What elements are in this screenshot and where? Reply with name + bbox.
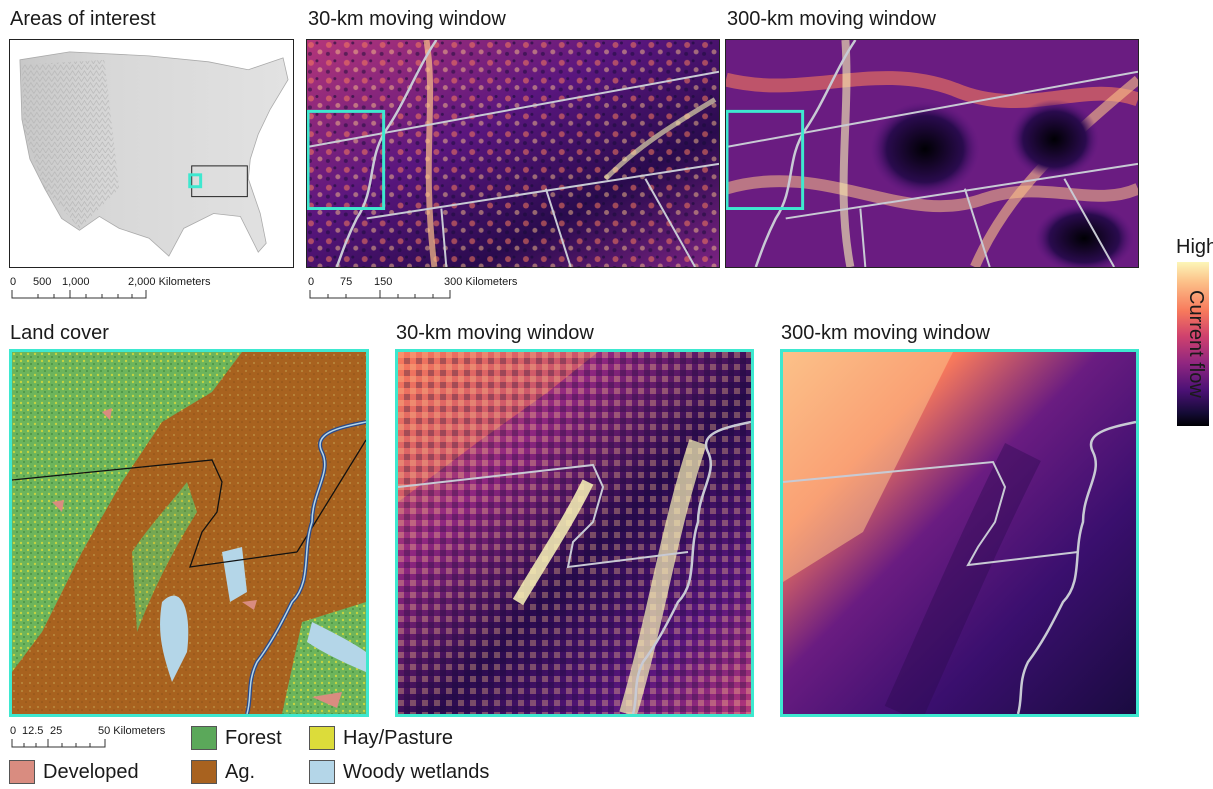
- scale-tick-label: 0: [10, 725, 17, 737]
- scale-tick-label: 2,000 Kilometers: [128, 276, 211, 288]
- scale-tick-label: 75: [340, 276, 353, 288]
- developed-swatch: [9, 760, 35, 784]
- regional-extent-box: [191, 165, 248, 198]
- legend-label: Ag.: [225, 760, 256, 783]
- regional-scalebar: 0 75 150 300 Kilometers: [308, 276, 538, 302]
- river: [754, 40, 857, 267]
- state-boundary: [398, 463, 689, 569]
- legend-item-developed: Developed: [9, 760, 139, 784]
- areas-of-interest-title: Areas of interest: [10, 8, 156, 30]
- land-cover-map: [9, 349, 369, 717]
- bottom-300km-title: 300-km moving window: [781, 322, 990, 344]
- current-flow-colorbar: [1177, 262, 1209, 426]
- legend-item-woody-wetlands: Woody wetlands: [309, 760, 489, 784]
- bottom-30km-current-map: [395, 349, 754, 717]
- state-boundary: [440, 178, 696, 267]
- top-300km-title: 300-km moving window: [727, 8, 936, 30]
- river: [1016, 420, 1136, 714]
- state-boundary: [785, 162, 1138, 220]
- scale-tick-label: 25: [50, 725, 63, 737]
- river: [631, 420, 751, 714]
- scale-tick-label: 150: [374, 276, 393, 288]
- state-boundary: [366, 162, 719, 220]
- legend-label: Forest: [225, 726, 282, 749]
- local-extent-box: [188, 173, 203, 189]
- colorbar-high-label: High: [1176, 236, 1213, 258]
- legend-label: Developed: [43, 760, 139, 783]
- legend-item-hay-pasture: Hay/Pasture: [309, 726, 453, 750]
- bottom-300km-current-map: [780, 349, 1139, 717]
- land-cover-title: Land cover: [10, 322, 109, 344]
- bottom-30km-title: 30-km moving window: [396, 322, 594, 344]
- legend-item-ag: Ag.: [191, 760, 255, 784]
- overview-map: [9, 39, 294, 268]
- scale-tick-label: 300 Kilometers: [444, 276, 518, 288]
- scale-tick-label: 1,000: [62, 276, 90, 288]
- state-boundary: [859, 178, 1115, 267]
- ag-swatch: [191, 760, 217, 784]
- top-30km-current-map: [306, 39, 720, 268]
- woody-wetlands-swatch: [309, 760, 335, 784]
- local-extent-box: [726, 109, 805, 211]
- scale-tick-label: 0: [308, 276, 315, 288]
- scale-tick-label: 500: [33, 276, 52, 288]
- scale-tick-label: 50 Kilometers: [98, 725, 166, 737]
- local-extent-box: [307, 109, 386, 211]
- state-boundary: [783, 460, 1079, 567]
- legend-item-forest: Forest: [191, 726, 282, 750]
- state-boundary: [307, 70, 719, 149]
- top-300km-current-map: [725, 39, 1139, 268]
- local-scalebar: 0 12.5 25 50 Kilometers: [10, 725, 190, 751]
- hay-pasture-swatch: [309, 726, 335, 750]
- scale-tick-label: 0: [10, 276, 17, 288]
- legend-label: Hay/Pasture: [343, 726, 454, 749]
- scale-tick-label: 12.5: [22, 725, 44, 737]
- state-boundary: [726, 70, 1138, 149]
- colorbar-title: Current flow: [1185, 290, 1207, 398]
- top-30km-title: 30-km moving window: [308, 8, 506, 30]
- legend-label: Woody wetlands: [343, 760, 490, 783]
- overview-scalebar: 0 500 1,000 2,000 Kilometers: [10, 276, 240, 302]
- river: [335, 40, 438, 267]
- forest-swatch: [191, 726, 217, 750]
